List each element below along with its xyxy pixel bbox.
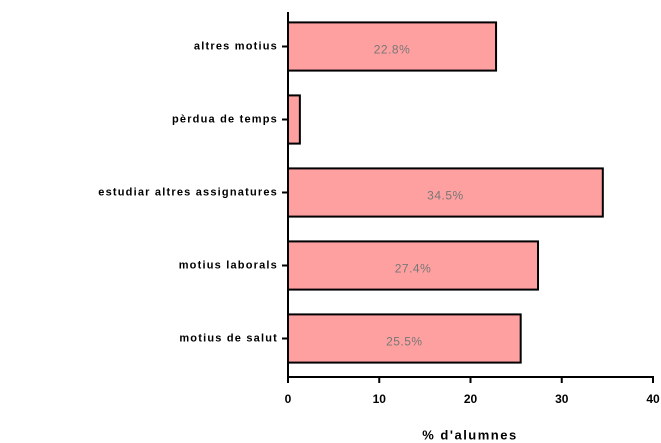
y-tick-label: motius de salut bbox=[179, 332, 278, 344]
x-axis-title: % d'alumnes bbox=[422, 427, 517, 442]
y-tick-label: altres motius bbox=[194, 40, 278, 52]
x-tick-label: 30 bbox=[555, 392, 569, 406]
bar bbox=[287, 240, 540, 291]
y-tick-label: estudiar altres assignatures bbox=[98, 186, 278, 198]
value-label: 34.5% bbox=[427, 189, 464, 203]
x-tick-label: 10 bbox=[373, 392, 387, 406]
bar bbox=[287, 167, 604, 218]
x-tick-label: 20 bbox=[464, 392, 478, 406]
value-label: 22.8% bbox=[374, 43, 411, 57]
bar bbox=[287, 313, 522, 364]
bar bbox=[287, 21, 498, 72]
value-label: 27.4% bbox=[395, 262, 432, 276]
x-tick-label: 0 bbox=[285, 392, 292, 406]
y-tick-label: motius laborals bbox=[179, 259, 278, 271]
y-tick-label: pèrdua de temps bbox=[172, 113, 278, 125]
x-tick-label: 40 bbox=[646, 392, 660, 406]
bar bbox=[287, 94, 301, 145]
value-label: 25.5% bbox=[386, 335, 423, 349]
